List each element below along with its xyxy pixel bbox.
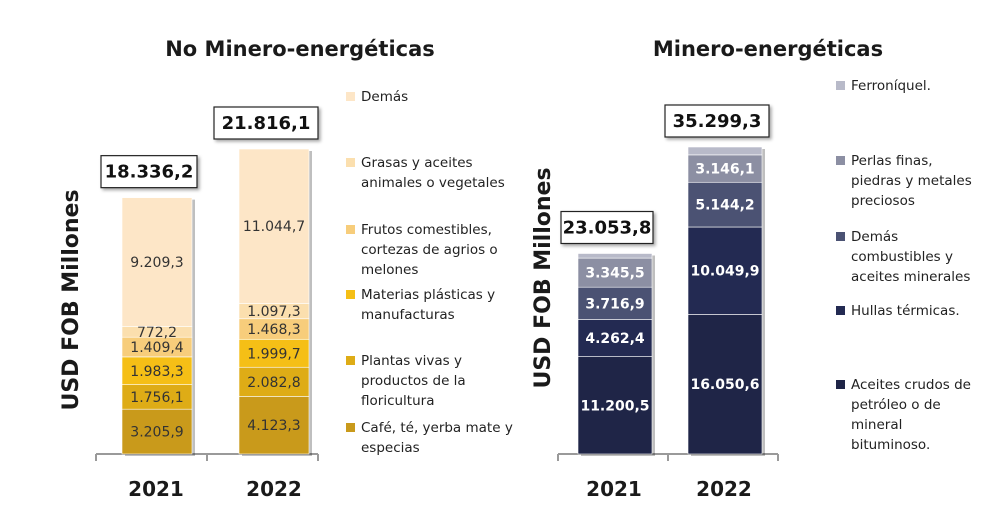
data-label: 16.050,6 (690, 377, 759, 393)
legend-entry: Materias plásticas y manufacturas (361, 287, 495, 323)
data-label: 10.049,9 (690, 264, 759, 280)
data-label: 3.716,9 (585, 296, 644, 312)
bar-segment-2022-1 (687, 226, 763, 315)
legend-entry: Hullas térmicas. (851, 303, 960, 319)
bar-segment-2021-1 (121, 384, 193, 410)
data-label: 4.123,3 (247, 418, 300, 434)
bar-segment-2022-5 (238, 148, 310, 304)
x-tick-label-2021: 2021 (586, 477, 642, 501)
legend-swatch (836, 380, 845, 389)
bar-segment-2022-1 (238, 366, 310, 397)
data-label: 772,2 (137, 325, 177, 341)
bar-segment-2021-2 (121, 356, 193, 385)
legend-swatch (346, 225, 355, 234)
bar-segment-2021-2 (577, 286, 653, 320)
legend-entry: Ferroníquel. (851, 78, 931, 94)
bar-segment-2022-2 (687, 181, 763, 228)
bar-segment-2021-1 (577, 319, 653, 357)
legend-swatch (346, 290, 355, 299)
total-label-2022: 21.816,1 (222, 113, 311, 134)
legend-swatch (346, 92, 355, 101)
chart-title-mining: Minero-energéticas (653, 37, 883, 61)
data-label: 9.209,3 (130, 255, 183, 271)
total-box (213, 106, 319, 140)
data-label: 1.468,3 (247, 322, 300, 338)
bar-segment-2021-3 (577, 257, 653, 288)
total-label-2021: 18.336,2 (105, 162, 194, 183)
data-label: 3.345,5 (585, 266, 644, 282)
y-axis-label-mining: USD FOB Millones (531, 167, 556, 388)
total-box (560, 210, 654, 245)
total-label-2022: 35.299,3 (673, 111, 762, 132)
total-box (100, 155, 198, 189)
x-tick-label-2022: 2022 (246, 477, 302, 501)
total-box (664, 104, 770, 138)
bar-segment-2022-0 (238, 396, 310, 455)
legend-swatch (836, 306, 845, 315)
data-label: 1.097,3 (247, 304, 300, 320)
legend-layer: Café, té, yerba mate y especias Plantas vi… (346, 78, 972, 456)
data-label: 1.409,4 (130, 340, 184, 356)
bar-segment-2021-0 (577, 356, 653, 455)
x-tick-label-2021: 2021 (128, 477, 184, 501)
legend-swatch (836, 156, 845, 165)
data-label: 4.262,4 (585, 331, 645, 347)
legend-entry: Plantas vivas y productos de la floricultu… (361, 353, 466, 409)
legend-entry: Aceites crudos de petróleo o de mineral bit… (851, 377, 971, 453)
legend-entry: Grasas y aceites animales o vegetales (361, 155, 505, 191)
data-label: 5.144,2 (695, 198, 754, 214)
legend-swatch (346, 356, 355, 365)
legend-swatch (346, 423, 355, 432)
data-label: 3.205,9 (130, 425, 183, 441)
y-axis-label-non-mining: USD FOB Millones (59, 189, 84, 410)
legend-swatch (836, 81, 845, 90)
total-label-2021: 23.053,8 (563, 217, 652, 238)
data-label: 1.999,7 (247, 346, 300, 362)
chart-title-non-mining: No Minero-energéticas (165, 37, 435, 61)
legend-entry: Demás combustibles y aceites minerales (851, 229, 970, 285)
data-label: 1.983,3 (130, 364, 183, 380)
data-label: 1.756,1 (130, 390, 183, 406)
data-label: 3.146,1 (695, 162, 754, 178)
bar-segment-2022-4 (687, 146, 763, 156)
bar-segment-2022-0 (687, 314, 763, 455)
legend-entry: Perlas finas, piedras y metales preciosos (851, 153, 972, 209)
bar-segment-2021-5 (121, 197, 193, 327)
x-tick-label-2022: 2022 (696, 477, 752, 501)
legend-entry: Café, té, yerba mate y especias (361, 420, 513, 456)
legend-swatch (346, 158, 355, 167)
legend-swatch (836, 232, 845, 241)
bar-segment-2022-3 (687, 154, 763, 183)
data-label: 11.200,5 (580, 398, 649, 414)
bar-segment-2021-0 (121, 408, 193, 455)
bar-segment-2021-4 (577, 253, 653, 259)
bar-segment-2022-2 (238, 338, 310, 368)
data-label: 11.044,7 (243, 219, 305, 235)
data-label: 2.082,8 (247, 375, 300, 391)
legend-entry: Demás (361, 89, 408, 105)
